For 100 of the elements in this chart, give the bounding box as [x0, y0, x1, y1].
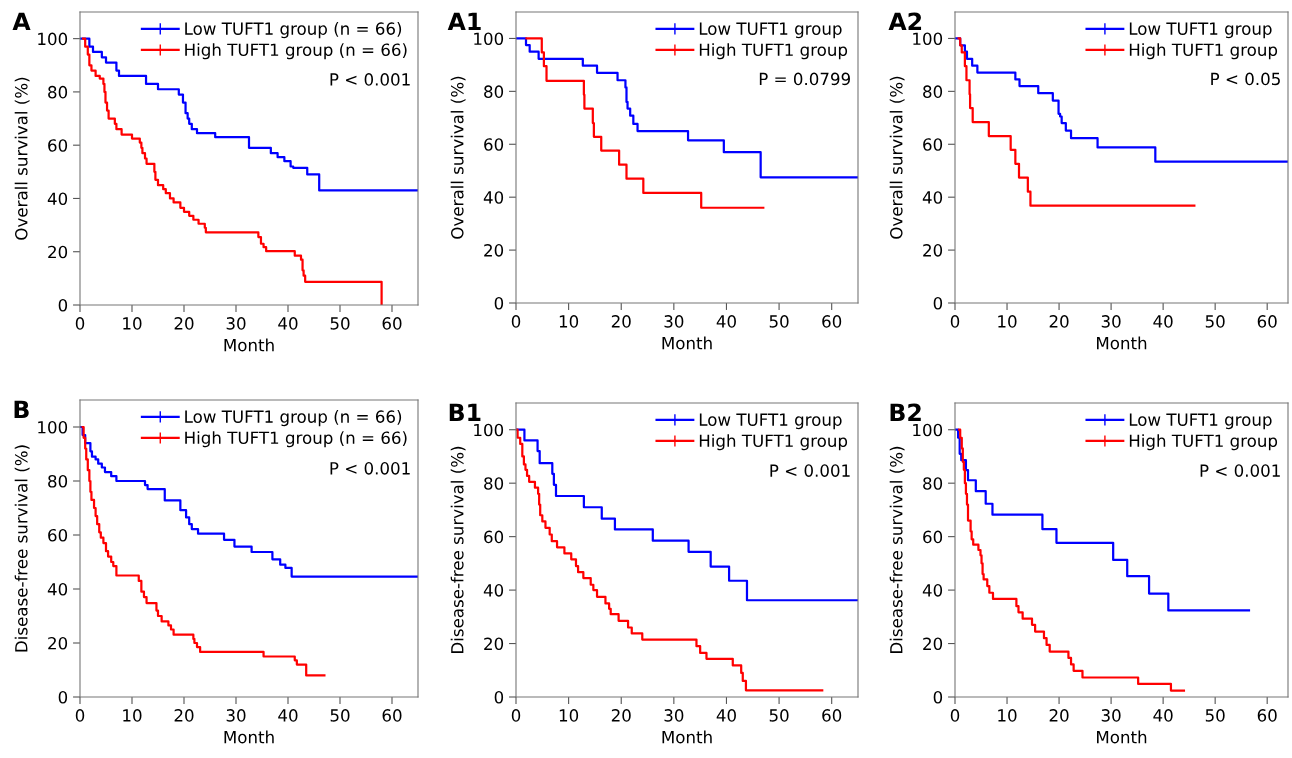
y-tick-label: 40: [47, 582, 68, 596]
y-tick-label: 60: [923, 530, 943, 544]
y-tick-label: 20: [48, 636, 68, 650]
chart-title: B2: [890, 403, 921, 421]
y-tick-label: 100: [38, 420, 68, 434]
x-axis-title: Month: [662, 730, 712, 744]
y-tick-label: 80: [48, 474, 68, 488]
x-tick-label: 60: [822, 709, 842, 722]
x-tick-label: 0: [950, 315, 960, 328]
legend-label: Low TUFT1 group: [699, 22, 842, 39]
y-tick-label: 0: [58, 690, 68, 704]
y-tick-label: 20: [923, 637, 943, 651]
x-tick-label: 30: [1101, 315, 1121, 328]
annotation: P < 0.001: [770, 464, 850, 477]
y-tick-label: 0: [494, 690, 504, 704]
annotation: P < 0.001: [330, 462, 410, 475]
chart-title: A1: [447, 12, 481, 30]
legend-label: High TUFT1 group (n = 66): [185, 431, 407, 448]
y-axis-title: Disease-free survival (%): [889, 446, 905, 653]
y-tick-label: 80: [484, 477, 504, 490]
y-tick-label: 20: [484, 637, 504, 651]
legend-label: Low TUFT1 group (n = 66): [185, 22, 402, 39]
chart-title: B1: [449, 403, 481, 421]
x-tick-label: 40: [1153, 315, 1173, 328]
x-tick-label: 0: [511, 315, 521, 328]
legend-label: Low TUFT1 group (n = 66): [185, 410, 402, 427]
x-axis-title: Month: [224, 730, 274, 744]
x-tick-label: 10: [123, 317, 142, 330]
x-tick-label: 30: [226, 317, 246, 330]
y-tick-label: 60: [484, 138, 504, 151]
x-axis-title: Month: [224, 338, 274, 352]
y-tick-label: 40: [483, 191, 504, 204]
y-tick-label: 20: [923, 244, 943, 257]
x-tick-label: 0: [511, 709, 521, 722]
x-tick-label: 30: [664, 315, 684, 328]
x-tick-label: 40: [716, 315, 736, 328]
x-axis-title: Month: [1097, 730, 1147, 744]
y-tick-label: 100: [38, 32, 68, 46]
y-tick-label: 0: [933, 690, 943, 704]
x-tick-label: 30: [664, 709, 684, 722]
y-tick-label: 0: [494, 296, 504, 310]
y-tick-label: 80: [923, 477, 943, 490]
x-tick-label: 60: [822, 315, 842, 328]
x-tick-label: 40: [716, 709, 736, 722]
x-tick-label: 20: [1049, 709, 1069, 722]
y-tick-label: 60: [48, 139, 68, 152]
x-tick-label: 10: [998, 315, 1017, 328]
x-tick-label: 20: [174, 317, 194, 330]
x-tick-label: 20: [611, 709, 631, 722]
legend-label: High TUFT1 group: [699, 43, 848, 60]
y-axis-title: Overall survival (%): [450, 76, 466, 239]
x-tick-label: 40: [278, 317, 298, 330]
chart-title: A2: [888, 12, 922, 30]
x-tick-label: 30: [1101, 709, 1121, 722]
annotation: P = 0.0799: [759, 72, 850, 86]
x-tick-label: 50: [769, 315, 789, 328]
x-tick-label: 60: [1257, 709, 1277, 722]
legend-label: Low TUFT1 group: [699, 413, 842, 430]
x-tick-label: 50: [769, 709, 789, 722]
x-axis-title: Month: [1097, 336, 1147, 350]
legend-label: Low TUFT1 group: [1129, 22, 1272, 39]
y-tick-label: 0: [933, 296, 943, 310]
chart-title: B: [14, 400, 29, 418]
y-tick-label: 20: [48, 245, 68, 259]
x-tick-label: 20: [1049, 315, 1069, 328]
y-tick-label: 40: [483, 584, 504, 597]
x-tick-label: 60: [382, 709, 402, 722]
legend-label: High TUFT1 group: [1129, 434, 1278, 451]
x-tick-label: 50: [330, 709, 350, 722]
y-tick-label: 100: [913, 32, 943, 46]
chart-title: A: [12, 12, 31, 30]
y-tick-label: 60: [923, 138, 943, 151]
legend-label: Low TUFT1 group: [1129, 413, 1272, 430]
x-tick-label: 60: [382, 317, 402, 330]
y-axis-title: Disease-free survival (%): [14, 445, 30, 652]
y-tick-label: 60: [484, 530, 504, 544]
x-tick-label: 0: [75, 317, 85, 330]
x-tick-label: 30: [226, 709, 246, 722]
annotation: P < 0.001: [1200, 464, 1280, 477]
legend-label: High TUFT1 group: [699, 434, 848, 451]
y-tick-label: 40: [922, 584, 943, 597]
x-tick-label: 10: [123, 709, 142, 722]
x-tick-label: 50: [1205, 315, 1225, 328]
y-axis-title: Disease-free survival (%): [450, 446, 466, 653]
annotation: P < 0.05: [1211, 72, 1280, 86]
x-tick-label: 10: [998, 709, 1017, 722]
x-tick-label: 60: [1257, 315, 1277, 328]
y-tick-label: 100: [913, 423, 943, 437]
x-tick-label: 50: [330, 317, 350, 330]
y-tick-label: 80: [923, 85, 943, 98]
y-tick-label: 80: [48, 85, 68, 99]
y-tick-label: 80: [484, 85, 504, 98]
x-tick-label: 10: [559, 315, 579, 328]
x-tick-label: 40: [1153, 709, 1173, 722]
legend-label: High TUFT1 group (n = 66): [185, 43, 407, 60]
legend-label: High TUFT1 group: [1129, 43, 1278, 60]
x-tick-label: 0: [950, 709, 960, 722]
x-tick-label: 0: [75, 709, 85, 722]
x-tick-label: 10: [559, 709, 579, 722]
y-tick-label: 20: [484, 244, 504, 257]
